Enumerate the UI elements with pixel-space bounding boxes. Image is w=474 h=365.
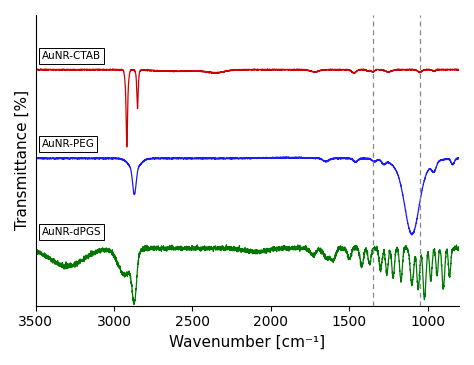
- Y-axis label: Transmittance [%]: Transmittance [%]: [15, 90, 30, 230]
- Text: AuNR-PEG: AuNR-PEG: [42, 139, 95, 149]
- Text: AuNR-CTAB: AuNR-CTAB: [42, 51, 101, 61]
- X-axis label: Wavenumber [cm⁻¹]: Wavenumber [cm⁻¹]: [169, 335, 325, 350]
- Text: AuNR-dPGS: AuNR-dPGS: [42, 227, 101, 237]
